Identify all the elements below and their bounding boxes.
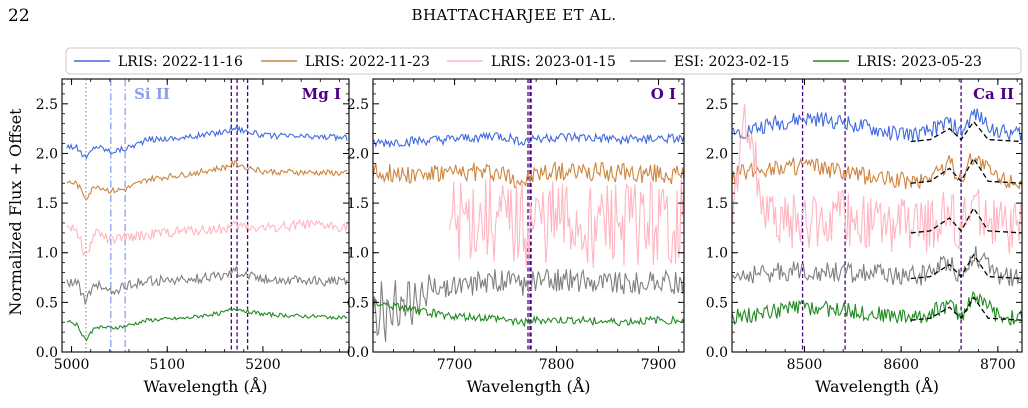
axes-frame bbox=[731, 78, 1023, 353]
legend-label: LRIS: 2023-05-23 bbox=[857, 54, 982, 70]
y-tick-label: 1.5 bbox=[347, 196, 369, 212]
y-tick-label: 2.5 bbox=[347, 97, 369, 113]
page-number: 22 bbox=[8, 6, 30, 26]
running-head: BHATTACHARJEE ET AL. bbox=[411, 6, 617, 24]
y-tick-label: 0.5 bbox=[706, 295, 728, 311]
y-tick-label: 2.5 bbox=[706, 97, 728, 113]
spectrum-series bbox=[732, 153, 1022, 190]
fit-curve bbox=[910, 296, 1022, 321]
spectral-line-label: Mg I bbox=[302, 85, 341, 103]
legend-entry: ESI: 2023-02-15 bbox=[630, 54, 789, 70]
spectrum-series bbox=[66, 218, 348, 257]
x-tick-label: 7900 bbox=[641, 357, 677, 373]
panel-2: 7700 7800 7900 0.0 0.5 1.0 1.5 2.0 2.5 Wavelength… bbox=[347, 78, 685, 396]
panel-3: 8500 8600 8700 0.0 0.5 1.0 1.5 2.0 2.5 Wavelength… bbox=[706, 78, 1023, 396]
spectrum-series bbox=[66, 266, 348, 306]
legend: LRIS: 2022-11-16 LRIS: 2022-11-23 LRIS: 20… bbox=[65, 47, 1022, 75]
y-tick-label: 2.0 bbox=[706, 146, 728, 162]
legend-entry: LRIS: 2022-11-16 bbox=[74, 54, 243, 70]
panel-1: 5000 5100 5200 0.0 0.5 1.0 1.5 2.0 2.5 Wavelength… bbox=[36, 78, 350, 396]
x-tick-label: 5100 bbox=[149, 357, 185, 373]
spectrum-series bbox=[448, 176, 684, 268]
x-axis-label: Wavelength (Å) bbox=[466, 376, 590, 396]
spectrum-series bbox=[66, 159, 348, 201]
spectral-line-label: O I bbox=[651, 85, 676, 103]
y-tick-label: 1.0 bbox=[36, 246, 58, 262]
spectral-line-label: Ca II bbox=[973, 85, 1014, 103]
x-tick-label: 8600 bbox=[883, 357, 919, 373]
legend-frame bbox=[65, 47, 1022, 75]
y-tick-label: 0.5 bbox=[36, 295, 58, 311]
fit-curve bbox=[910, 120, 1022, 143]
spectrum-series bbox=[66, 307, 348, 342]
y-tick-label: 0.0 bbox=[36, 345, 58, 361]
spectrum-series bbox=[732, 108, 1022, 143]
spectrum-series bbox=[373, 297, 684, 328]
x-axis-label: Wavelength (Å) bbox=[815, 376, 939, 396]
x-tick-label: 8700 bbox=[980, 357, 1016, 373]
legend-entry: LRIS: 2023-05-23 bbox=[813, 54, 982, 70]
spectrum-series bbox=[373, 131, 684, 149]
spectrum-series bbox=[732, 104, 1022, 254]
spectrum-series bbox=[732, 290, 1022, 326]
spectral-line-label: Si II bbox=[134, 85, 170, 103]
y-tick-label: 0.0 bbox=[706, 345, 728, 361]
y-tick-label: 0.0 bbox=[347, 345, 369, 361]
legend-entry: LRIS: 2023-01-15 bbox=[447, 54, 616, 70]
legend-entry: LRIS: 2022-11-23 bbox=[261, 54, 430, 70]
spectrum-series bbox=[66, 124, 348, 160]
x-tick-label: 7800 bbox=[539, 357, 575, 373]
legend-label: LRIS: 2023-01-15 bbox=[491, 54, 616, 70]
x-tick-label: 5200 bbox=[245, 357, 281, 373]
y-tick-label: 2.0 bbox=[36, 146, 58, 162]
x-tick-label: 5000 bbox=[54, 357, 90, 373]
axes-frame bbox=[372, 78, 685, 353]
legend-label: LRIS: 2022-11-23 bbox=[305, 54, 430, 70]
y-tick-label: 2.5 bbox=[36, 97, 58, 113]
spectrum-series bbox=[373, 268, 684, 342]
y-tick-label: 0.5 bbox=[347, 295, 369, 311]
y-tick-label: 1.5 bbox=[706, 196, 728, 212]
legend-label: ESI: 2023-02-15 bbox=[674, 54, 789, 70]
spectrum-series bbox=[732, 245, 1022, 287]
fit-curve bbox=[910, 253, 1022, 280]
legend-label: LRIS: 2022-11-16 bbox=[118, 54, 243, 70]
x-tick-label: 7700 bbox=[437, 357, 473, 373]
y-tick-label: 1.0 bbox=[706, 246, 728, 262]
x-tick-label: 8500 bbox=[787, 357, 823, 373]
x-axis-label: Wavelength (Å) bbox=[143, 376, 267, 396]
y-axis-label: Normalized Flux + Offset bbox=[6, 108, 25, 316]
y-tick-label: 2.0 bbox=[347, 146, 369, 162]
spectrum-series bbox=[373, 160, 684, 189]
fit-curve bbox=[910, 157, 1022, 184]
y-tick-label: 1.5 bbox=[36, 196, 58, 212]
axes-frame bbox=[61, 78, 350, 353]
fit-curve bbox=[910, 206, 1022, 234]
y-tick-label: 1.0 bbox=[347, 246, 369, 262]
